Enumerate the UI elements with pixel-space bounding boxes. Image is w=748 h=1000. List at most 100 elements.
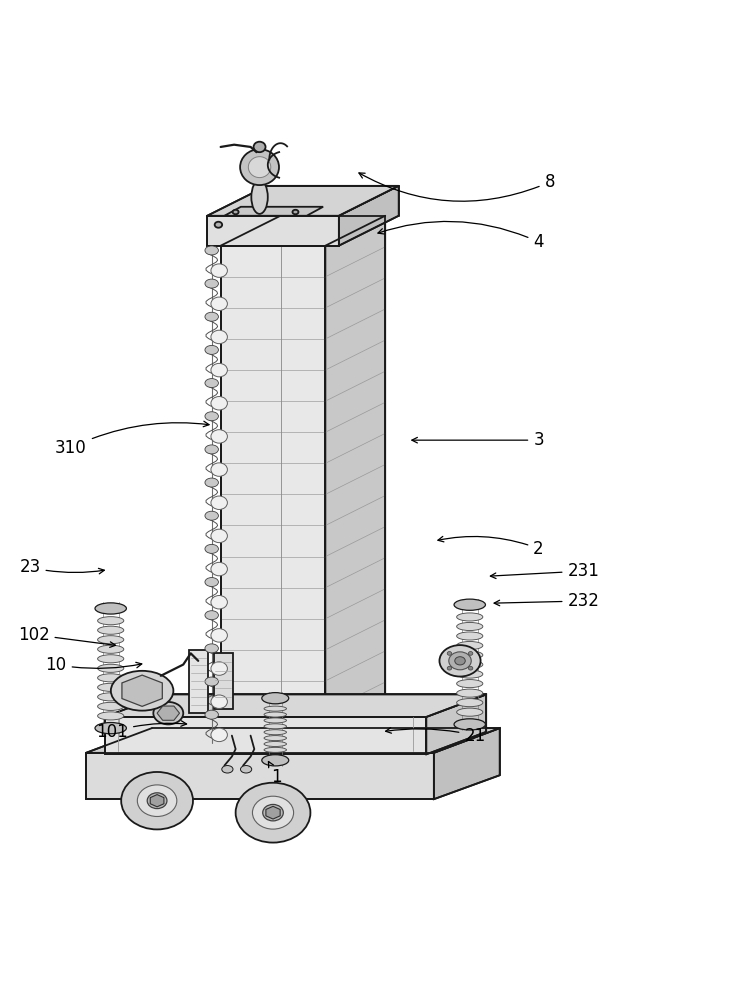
Ellipse shape bbox=[97, 626, 123, 634]
Ellipse shape bbox=[449, 652, 471, 670]
Ellipse shape bbox=[211, 397, 227, 410]
Ellipse shape bbox=[97, 636, 123, 644]
Ellipse shape bbox=[468, 652, 473, 655]
Polygon shape bbox=[426, 694, 486, 754]
Ellipse shape bbox=[211, 595, 227, 609]
Ellipse shape bbox=[211, 662, 227, 675]
Ellipse shape bbox=[264, 712, 286, 717]
Text: 8: 8 bbox=[359, 173, 555, 201]
Text: 231: 231 bbox=[491, 562, 599, 580]
Ellipse shape bbox=[454, 719, 485, 730]
Polygon shape bbox=[150, 795, 164, 807]
Ellipse shape bbox=[211, 297, 227, 311]
Ellipse shape bbox=[205, 544, 218, 553]
Ellipse shape bbox=[251, 180, 268, 214]
Ellipse shape bbox=[205, 644, 218, 653]
Ellipse shape bbox=[211, 363, 227, 377]
Ellipse shape bbox=[97, 655, 123, 663]
Text: 310: 310 bbox=[55, 421, 209, 457]
Polygon shape bbox=[325, 216, 385, 743]
Ellipse shape bbox=[97, 664, 123, 672]
Ellipse shape bbox=[211, 728, 227, 742]
Polygon shape bbox=[221, 246, 325, 743]
Ellipse shape bbox=[205, 511, 218, 520]
Ellipse shape bbox=[456, 661, 483, 669]
Ellipse shape bbox=[121, 772, 193, 829]
Polygon shape bbox=[86, 753, 434, 799]
Ellipse shape bbox=[153, 702, 183, 724]
Text: 3: 3 bbox=[412, 431, 544, 449]
Ellipse shape bbox=[456, 651, 483, 659]
Ellipse shape bbox=[205, 710, 218, 719]
Text: 2: 2 bbox=[438, 536, 544, 558]
Polygon shape bbox=[266, 806, 280, 819]
Ellipse shape bbox=[221, 766, 233, 773]
Ellipse shape bbox=[240, 149, 279, 185]
Ellipse shape bbox=[211, 562, 227, 576]
Ellipse shape bbox=[211, 629, 227, 642]
Ellipse shape bbox=[205, 279, 218, 288]
Polygon shape bbox=[86, 728, 500, 753]
Ellipse shape bbox=[97, 702, 123, 710]
Ellipse shape bbox=[236, 783, 310, 843]
Polygon shape bbox=[224, 207, 323, 216]
Ellipse shape bbox=[97, 674, 123, 682]
Ellipse shape bbox=[454, 599, 485, 610]
Ellipse shape bbox=[233, 210, 239, 214]
Text: 23: 23 bbox=[19, 558, 104, 576]
Ellipse shape bbox=[456, 680, 483, 688]
Ellipse shape bbox=[262, 755, 289, 766]
Ellipse shape bbox=[97, 712, 123, 720]
Ellipse shape bbox=[264, 741, 286, 746]
Ellipse shape bbox=[456, 632, 483, 640]
Ellipse shape bbox=[447, 666, 452, 670]
Ellipse shape bbox=[262, 693, 289, 704]
Text: 101: 101 bbox=[96, 721, 186, 741]
Ellipse shape bbox=[97, 645, 123, 653]
Polygon shape bbox=[122, 675, 162, 706]
Ellipse shape bbox=[111, 671, 174, 711]
Ellipse shape bbox=[456, 689, 483, 697]
Text: 4: 4 bbox=[378, 221, 544, 251]
Ellipse shape bbox=[211, 330, 227, 344]
Ellipse shape bbox=[211, 264, 227, 277]
Ellipse shape bbox=[205, 445, 218, 454]
Text: 102: 102 bbox=[18, 626, 115, 647]
Ellipse shape bbox=[240, 766, 251, 773]
Ellipse shape bbox=[205, 478, 218, 487]
Ellipse shape bbox=[456, 613, 483, 621]
Ellipse shape bbox=[455, 657, 465, 665]
Ellipse shape bbox=[211, 695, 227, 708]
Polygon shape bbox=[214, 653, 233, 709]
Ellipse shape bbox=[447, 652, 452, 655]
Text: 10: 10 bbox=[46, 656, 142, 674]
Ellipse shape bbox=[97, 693, 123, 701]
Ellipse shape bbox=[254, 142, 266, 152]
Polygon shape bbox=[221, 216, 385, 246]
Ellipse shape bbox=[205, 246, 218, 255]
Ellipse shape bbox=[97, 617, 123, 625]
Ellipse shape bbox=[95, 603, 126, 614]
Text: 1: 1 bbox=[269, 762, 282, 786]
Ellipse shape bbox=[456, 622, 483, 631]
Polygon shape bbox=[105, 694, 486, 717]
Ellipse shape bbox=[95, 723, 126, 734]
Ellipse shape bbox=[205, 412, 218, 421]
Polygon shape bbox=[207, 186, 399, 216]
Ellipse shape bbox=[205, 379, 218, 388]
Ellipse shape bbox=[97, 683, 123, 691]
Polygon shape bbox=[339, 186, 399, 246]
Text: 232: 232 bbox=[494, 592, 599, 610]
Ellipse shape bbox=[215, 222, 222, 228]
Ellipse shape bbox=[264, 724, 286, 729]
Ellipse shape bbox=[468, 666, 473, 670]
Ellipse shape bbox=[263, 804, 283, 821]
Polygon shape bbox=[434, 728, 500, 799]
Ellipse shape bbox=[456, 670, 483, 678]
Ellipse shape bbox=[205, 611, 218, 620]
Ellipse shape bbox=[264, 736, 286, 741]
Ellipse shape bbox=[211, 529, 227, 543]
Ellipse shape bbox=[456, 699, 483, 707]
Ellipse shape bbox=[205, 312, 218, 321]
Ellipse shape bbox=[147, 793, 167, 809]
